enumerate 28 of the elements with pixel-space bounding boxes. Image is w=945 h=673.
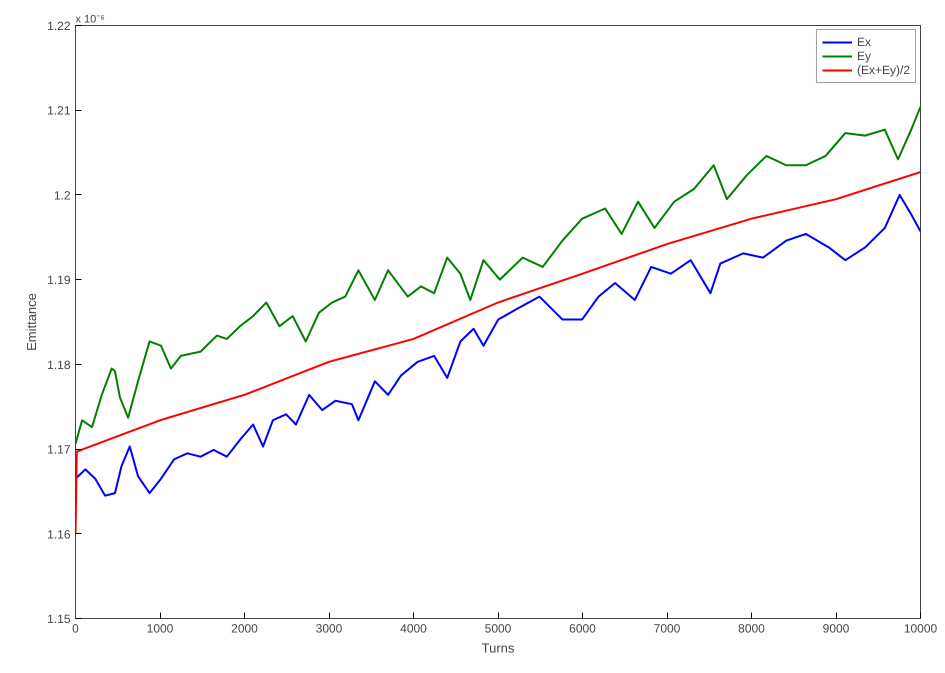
legend-label: Ex bbox=[856, 35, 872, 49]
x-tick-label: 10000 bbox=[904, 622, 938, 636]
x-tick-label: 5000 bbox=[484, 622, 512, 636]
x-tick-label: 6000 bbox=[569, 622, 596, 636]
x-tick-label: 0 bbox=[72, 622, 80, 636]
y-tick-label: 1.22 bbox=[47, 19, 71, 33]
x-tick-label: 1000 bbox=[146, 622, 174, 636]
x-tick-label: 2000 bbox=[231, 622, 258, 636]
y-tick-label: 1.17 bbox=[47, 442, 71, 457]
y-axis-title: Emittance bbox=[24, 293, 40, 351]
y-tick-label: 1.21 bbox=[47, 104, 71, 118]
y-tick-label: 1.19 bbox=[47, 273, 71, 288]
y-tick-label: 1.2 bbox=[54, 188, 71, 202]
y-tick-label: 1.18 bbox=[47, 358, 71, 372]
x-axis-title: Turns bbox=[482, 640, 515, 656]
x-tick-label: 9000 bbox=[822, 622, 850, 636]
line-series bbox=[76, 171, 920, 535]
x-tick-label: 3000 bbox=[316, 622, 343, 636]
x-tick-label: 8000 bbox=[738, 622, 766, 636]
x-tick-label: 4000 bbox=[400, 622, 428, 636]
y-tick-label: 1.16 bbox=[47, 527, 71, 542]
annotation: x 10⁻⁶ bbox=[76, 14, 105, 26]
line-series bbox=[76, 194, 920, 497]
legend-label: (Ex+Ey)/2 bbox=[856, 63, 910, 77]
legend-label: Ey bbox=[856, 49, 872, 63]
x-tick-label: 7000 bbox=[654, 622, 681, 636]
y-tick-label: 1.15 bbox=[47, 612, 71, 626]
line-series bbox=[76, 106, 920, 445]
